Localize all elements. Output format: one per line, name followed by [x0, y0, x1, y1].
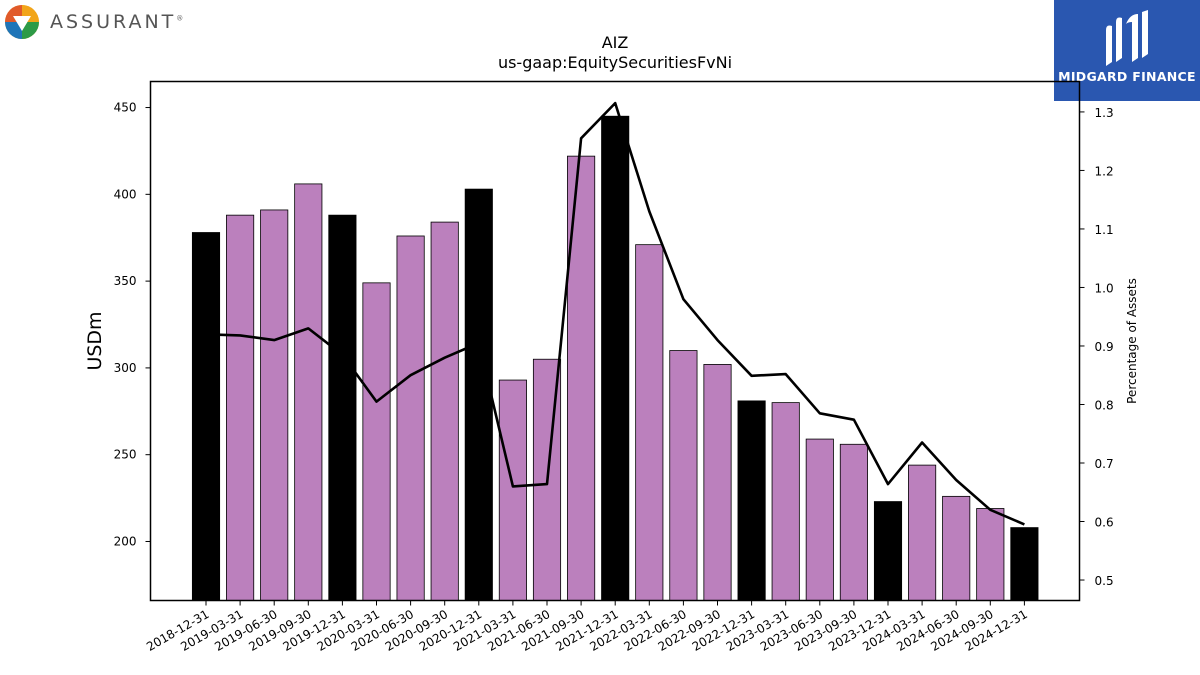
midgard-wordmark: MIDGARD FINANCE: [1058, 69, 1196, 84]
bar-2021-12-31: [601, 115, 630, 601]
assurant-emblem-icon: [5, 5, 39, 39]
y2-tick-label: 0.7: [1095, 457, 1114, 471]
y-axis-label: USDm: [84, 311, 106, 370]
assurant-wordmark: ASSURANT®: [50, 11, 184, 33]
bar-2020-03-31: [362, 282, 391, 601]
bar-2024-06-30: [942, 495, 971, 601]
bar-2023-06-30: [805, 438, 834, 601]
y2-axis: 0.5 0.6 0.7 0.8 0.9 1.0 1.1 1.2 1.3: [1079, 106, 1114, 588]
bar-2019-12-31: [328, 214, 357, 601]
bar-2022-09-30: [703, 364, 732, 601]
bar-2023-03-31: [771, 402, 800, 601]
x-axis: 2018-12-312019-03-312019-06-302019-09-30…: [144, 600, 1030, 654]
percentage-line: [205, 101, 1025, 526]
bar-2020-06-30: [396, 235, 425, 601]
midgard-emblem-icon: [1106, 10, 1148, 66]
bar-2023-12-31: [873, 501, 903, 601]
y2-axis-label: Percentage of Assets: [1125, 278, 1139, 404]
bar-2021-03-31: [498, 379, 527, 601]
y2-tick-label: 1.2: [1095, 164, 1114, 178]
bar-2020-09-30: [430, 221, 459, 601]
bar-2024-12-31: [1010, 527, 1039, 601]
chart-title: AIZ: [602, 33, 629, 52]
line-layer: [205, 101, 1025, 526]
bar-2018-12-31: [191, 232, 221, 601]
bar-2024-03-31: [908, 464, 937, 601]
midgard-finance-logo: MIDGARD FINANCE: [1054, 0, 1200, 101]
y2-tick-label: 0.9: [1095, 340, 1114, 354]
bar-2023-09-30: [839, 443, 868, 601]
y2-tick-label: 0.8: [1095, 398, 1114, 412]
bars-layer: [191, 115, 1039, 601]
bar-2019-09-30: [294, 183, 323, 601]
y2-tick-label: 0.5: [1095, 574, 1114, 588]
bar-2019-03-31: [226, 214, 255, 601]
bar-2019-06-30: [260, 209, 289, 601]
bar-2020-12-31: [464, 188, 493, 601]
y-tick-label: 250: [114, 448, 137, 462]
y-tick-label: 300: [114, 361, 137, 375]
y-tick-label: 450: [114, 101, 137, 115]
bar-2024-09-30: [976, 508, 1005, 601]
y-tick-label: 400: [114, 187, 137, 201]
y2-tick-label: 1.1: [1095, 223, 1114, 237]
chart-subtitle: us-gaap:EquitySecuritiesFvNi: [498, 53, 732, 72]
y-tick-label: 350: [114, 274, 137, 288]
bar-2022-06-30: [669, 350, 698, 601]
bar-2022-03-31: [635, 244, 664, 601]
assurant-logo: ASSURANT®: [4, 4, 183, 40]
y2-tick-label: 1.0: [1095, 281, 1114, 295]
y-axis: 200 250 300 350 400 450: [114, 101, 151, 548]
y2-tick-label: 1.3: [1095, 106, 1114, 120]
y2-tick-label: 0.6: [1095, 516, 1114, 530]
bar-2022-12-31: [737, 400, 766, 601]
y-tick-label: 200: [114, 534, 137, 548]
